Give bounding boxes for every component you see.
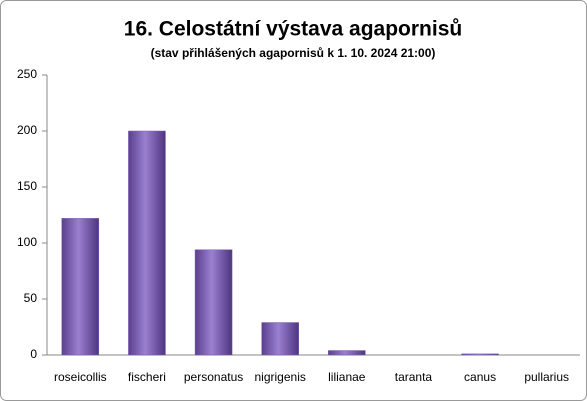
x-tick-label: personatus xyxy=(184,370,243,384)
bar xyxy=(261,322,299,356)
bar xyxy=(461,353,499,356)
bar xyxy=(128,130,166,356)
y-tick-label: 100 xyxy=(17,235,37,249)
bar xyxy=(328,350,366,356)
y-tick-label: 50 xyxy=(24,291,38,305)
x-tick-label: fischeri xyxy=(128,370,166,384)
x-tick-label: pullarius xyxy=(524,370,569,384)
chart-title: 16. Celostátní výstava agapornisů xyxy=(124,18,462,41)
y-tick-label: 200 xyxy=(17,123,37,137)
chart-subtitle: (stav přihlášených agapornisů k 1. 10. 2… xyxy=(151,46,436,60)
y-tick-label: 150 xyxy=(17,179,37,193)
x-tick-label: taranta xyxy=(395,370,433,384)
y-tick-label: 250 xyxy=(17,67,37,81)
bar xyxy=(194,249,233,356)
x-tick-label: canus xyxy=(464,370,496,384)
x-tick-label: nigrigenis xyxy=(255,370,306,384)
y-tick-label: 0 xyxy=(30,347,37,361)
bar xyxy=(61,218,100,356)
x-tick-label: lilianae xyxy=(328,370,366,384)
x-tick-label: roseicollis xyxy=(54,370,107,384)
